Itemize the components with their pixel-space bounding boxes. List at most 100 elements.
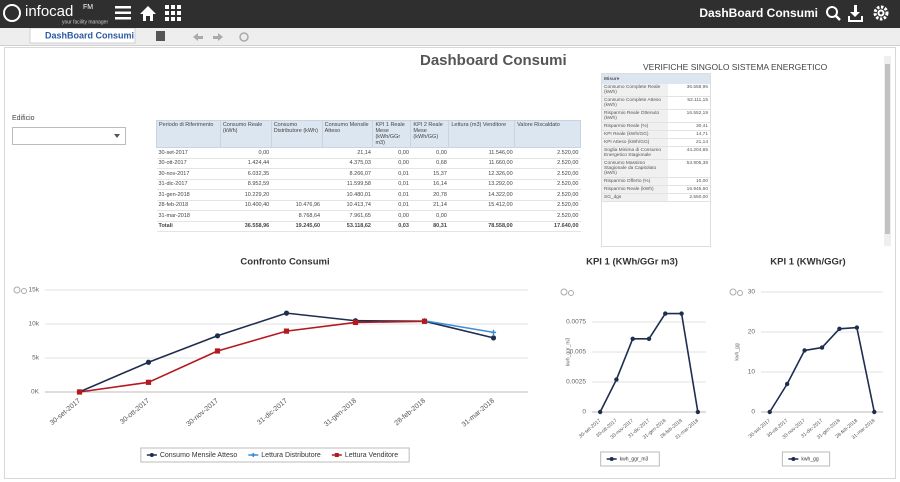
table-cell: 30,41 bbox=[668, 122, 710, 131]
table-cell: 19.245,60 bbox=[271, 220, 323, 232]
table-row: 28-feb-2018 10.400,40 10.476,96 10.413,74 0,… bbox=[156, 200, 581, 211]
table-cell: 2.520,00 bbox=[514, 200, 581, 211]
table-cell bbox=[271, 168, 323, 180]
table-cell: 0,00 bbox=[410, 147, 449, 159]
legend: Consumo Mensile Atteso Lettura Distributo… bbox=[140, 447, 410, 463]
select-arrow bbox=[114, 134, 120, 138]
table-cell: 15,37 bbox=[410, 168, 449, 180]
legend-marker bbox=[791, 457, 796, 461]
table-cell: 21,14 bbox=[410, 200, 449, 211]
table-cell: 16.945,60 bbox=[668, 185, 710, 194]
table-row: Risparmio Reale Ottenuto (kWh) 16.552,19 bbox=[602, 109, 710, 123]
zoom-icon[interactable] bbox=[13, 286, 27, 294]
export-icon[interactable] bbox=[156, 31, 165, 41]
table-cell: 2.550,00 bbox=[668, 193, 710, 202]
table-cell: KPI Reale (kWh/GG) bbox=[602, 130, 668, 139]
table-cell: 30-nov-2017 bbox=[156, 168, 221, 180]
table-cell: 8.952,59 bbox=[220, 179, 272, 190]
point bbox=[214, 333, 221, 339]
legend-label: kwh_ggr_m3 bbox=[620, 456, 649, 462]
table-cell: 2.520,00 bbox=[514, 168, 581, 180]
table-cell: 30-ott-2017 bbox=[156, 158, 221, 169]
table-cell: 13.292,00 bbox=[448, 179, 515, 190]
table-cell: 53.905,38 bbox=[668, 159, 710, 178]
series-line bbox=[769, 326, 876, 413]
table-row: 31-mar-2018 8.768,64 7.961,65 0,00 0,00 2.520… bbox=[156, 210, 581, 222]
table-cell: 10,00 bbox=[668, 177, 710, 186]
settings-icon[interactable] bbox=[873, 5, 889, 21]
apps-icon[interactable] bbox=[165, 5, 181, 21]
table-cell: 31-mar-2018 bbox=[156, 210, 221, 222]
download-icon[interactable] bbox=[848, 5, 863, 22]
table-cell: 2.520,00 bbox=[514, 158, 581, 169]
zoom-icon[interactable] bbox=[729, 288, 743, 296]
table-row: 31-gen-2018 10.229,20 10.480,01 0,01 20,78 14… bbox=[156, 189, 581, 201]
series-line bbox=[79, 312, 494, 393]
page-title: Dashboard Consumi bbox=[420, 52, 567, 69]
toolbar-graphics: DashBoard Consumi bbox=[29, 27, 249, 44]
refresh-icon[interactable] bbox=[239, 32, 249, 42]
table-cell: Totali bbox=[156, 220, 221, 232]
logo-sup: FM bbox=[83, 4, 93, 11]
legend-box bbox=[140, 447, 410, 463]
header-row: Periodo di Riferimento Consumo Reale (kWh… bbox=[156, 120, 581, 148]
consumption-table: Periodo di Riferimento Consumo Reale (kWh… bbox=[156, 120, 581, 232]
table-cell: 0,01 bbox=[372, 200, 411, 211]
y-tick-label: 0 bbox=[582, 409, 586, 416]
top-bar-graphics: infocad FM your facility manager DashBoa… bbox=[3, 3, 889, 25]
table-cell: 0,00 bbox=[372, 147, 411, 159]
table-cell: SG_dgs bbox=[602, 193, 668, 202]
y-tick-label: 15k bbox=[29, 287, 40, 294]
table-cell: Risparmio Reale (kWh) bbox=[602, 185, 668, 194]
point bbox=[695, 409, 701, 415]
legend: kwh_ggr_m3 bbox=[600, 451, 660, 467]
table-cell: Soglia Minima di Consumo Energetico Stag… bbox=[602, 146, 668, 160]
point bbox=[663, 311, 668, 316]
scroll-thumb[interactable] bbox=[885, 64, 890, 234]
point bbox=[421, 318, 428, 324]
table-cell: 0,01 bbox=[372, 189, 411, 201]
x-tick-label: 28-feb-2018 bbox=[394, 398, 428, 428]
menu-icon[interactable] bbox=[115, 6, 131, 20]
x-tick-label: 31-mar-2018 bbox=[461, 398, 496, 429]
point bbox=[802, 348, 807, 353]
redo-icon[interactable] bbox=[213, 33, 223, 41]
zoom-icon[interactable] bbox=[560, 288, 574, 296]
y-axis-label: kwh_ggr_m3 bbox=[565, 337, 571, 366]
undo-icon[interactable] bbox=[193, 33, 203, 41]
home-icon[interactable] bbox=[140, 6, 156, 21]
series-line bbox=[424, 319, 494, 334]
table-cell: 0,00 bbox=[372, 210, 411, 222]
point bbox=[872, 409, 877, 415]
header-cell: Valore Riscaldato bbox=[514, 120, 581, 148]
table-cell: 10.229,20 bbox=[220, 189, 272, 201]
legend-marker bbox=[149, 453, 154, 457]
table-cell: 21,14 bbox=[322, 147, 373, 159]
y-tick-label: 0.0025 bbox=[566, 379, 586, 386]
table-row: Consumo Complete Reale (kWh) 36.558,96 bbox=[602, 84, 710, 97]
tab[interactable] bbox=[29, 27, 136, 44]
tab-label[interactable]: DashBoard Consumi bbox=[45, 30, 134, 40]
table-row: Risparmio Reale (%) 30,41 bbox=[602, 122, 710, 131]
verifiche-table: Misure Consumo Complete Reale (kWh) 36.558… bbox=[602, 74, 710, 202]
chart-title: Confronto Consumi bbox=[240, 257, 329, 268]
filter-select[interactable] bbox=[12, 127, 126, 145]
legend-marker bbox=[609, 457, 614, 461]
x-tick-label: 30-set-2017 bbox=[49, 398, 82, 427]
y-tick-label: 30 bbox=[748, 289, 756, 296]
point bbox=[819, 345, 825, 350]
table-row: Consumo Massimo Stagionale da Capitolato… bbox=[602, 159, 710, 178]
y-tick-label: 5k bbox=[32, 355, 40, 362]
point bbox=[784, 381, 790, 387]
table-cell: Risparmio Reale (%) bbox=[602, 122, 668, 131]
table-cell: Consumo Complete Atteso (kWh) bbox=[602, 96, 668, 110]
logo: infocad bbox=[25, 3, 73, 20]
point bbox=[145, 359, 152, 365]
filter-label: Edificio bbox=[12, 115, 35, 122]
scrollbar[interactable] bbox=[884, 56, 891, 246]
table-cell: 53.111,15 bbox=[668, 96, 710, 110]
dashboard-frame bbox=[4, 47, 896, 479]
table-cell: 28-feb-2018 bbox=[156, 200, 221, 211]
search-icon[interactable] bbox=[826, 6, 841, 21]
